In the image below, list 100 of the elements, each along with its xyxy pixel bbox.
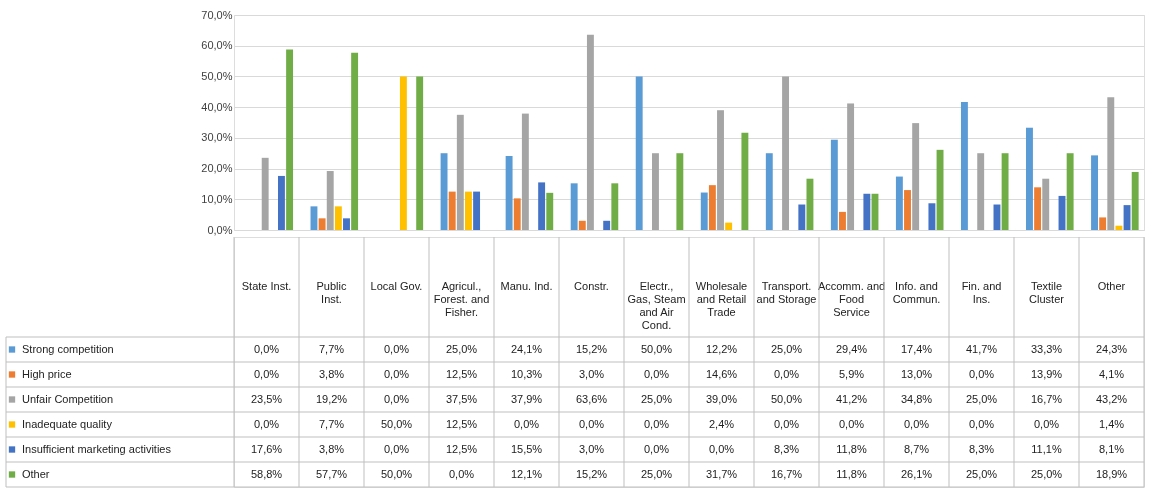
data-label: 8,3% xyxy=(773,442,800,455)
legend-label: Unfair Competition xyxy=(22,392,114,405)
data-label: 17,6% xyxy=(250,442,283,455)
bar xyxy=(416,76,424,230)
x-tick-label: Constr. xyxy=(574,280,609,292)
bar xyxy=(546,192,554,230)
data-label: 15,2% xyxy=(575,467,608,480)
data-label: 0,0% xyxy=(383,392,410,405)
bar xyxy=(904,190,911,230)
bar xyxy=(399,76,407,230)
bar xyxy=(741,132,749,230)
data-label: 0,0% xyxy=(1033,417,1060,430)
bar xyxy=(847,103,855,230)
bar xyxy=(261,157,269,230)
data-label: 3,8% xyxy=(318,442,345,455)
data-label: 50,0% xyxy=(770,392,803,405)
bar xyxy=(1091,155,1098,230)
data-label: 11,8% xyxy=(836,442,867,455)
bar xyxy=(1066,153,1074,230)
x-tick-label: Transport. and Storage xyxy=(756,280,817,305)
bar xyxy=(343,218,350,230)
bar xyxy=(611,183,619,230)
data-label: 25,0% xyxy=(640,467,673,480)
data-label: 3,8% xyxy=(318,367,345,380)
data-label: 50,0% xyxy=(380,417,413,430)
bar xyxy=(570,183,578,230)
bar xyxy=(440,153,448,230)
bar xyxy=(1115,225,1123,230)
data-label: 15,5% xyxy=(510,442,543,455)
data-label: 24,1% xyxy=(510,342,543,355)
data-label: 24,3% xyxy=(1095,342,1128,355)
bar xyxy=(717,110,724,230)
data-label: 50,0% xyxy=(380,467,413,480)
x-tick-label: State Inst. xyxy=(241,280,292,292)
bar xyxy=(513,198,521,230)
bar xyxy=(676,153,684,230)
data-label: 33,3% xyxy=(1030,342,1063,355)
data-label: 25,0% xyxy=(1030,467,1063,480)
data-label: 0,0% xyxy=(773,417,800,430)
data-label: 0,0% xyxy=(968,417,995,430)
data-label: 12,5% xyxy=(445,417,478,430)
data-label: 39,0% xyxy=(705,392,738,405)
bar xyxy=(993,204,1001,230)
data-label: 11,8% xyxy=(836,467,867,480)
data-label: 0,0% xyxy=(383,367,410,380)
data-label: 0,0% xyxy=(643,417,670,430)
data-label: 0,0% xyxy=(838,417,865,430)
data-label: 13,0% xyxy=(900,367,933,380)
data-label: 7,7% xyxy=(318,417,345,430)
x-tick-label: Other xyxy=(1097,280,1126,292)
bar xyxy=(928,203,936,230)
bar xyxy=(456,114,464,230)
bar xyxy=(700,192,708,230)
bar xyxy=(351,52,359,230)
data-label: 8,1% xyxy=(1098,442,1125,455)
bar xyxy=(830,139,838,230)
data-label: 12,5% xyxy=(445,367,478,380)
data-label: 26,1% xyxy=(900,467,933,480)
bar xyxy=(448,191,456,230)
data-label: 8,3% xyxy=(968,442,995,455)
bar xyxy=(538,182,546,230)
x-tick-label: Local Gov. xyxy=(370,280,423,292)
data-label: 31,7% xyxy=(705,467,738,480)
data-label: 2,4% xyxy=(708,417,735,430)
bar xyxy=(1001,153,1009,230)
bar xyxy=(977,153,985,230)
bar xyxy=(578,220,586,230)
data-label: 1,4% xyxy=(1098,417,1125,430)
bar xyxy=(806,178,814,230)
x-tick-label: Info. and Commun. xyxy=(892,280,941,305)
y-tick-label: 70,0% xyxy=(201,8,233,21)
bar xyxy=(960,101,968,230)
y-tick-label: 60,0% xyxy=(201,39,233,52)
bar xyxy=(318,218,326,230)
data-label: 0,0% xyxy=(513,417,540,430)
y-tick-label: 50,0% xyxy=(201,69,233,82)
data-label: 25,0% xyxy=(640,392,673,405)
data-label: 16,7% xyxy=(1030,392,1063,405)
bar xyxy=(708,185,716,230)
bar xyxy=(798,204,806,230)
bar xyxy=(1131,171,1139,230)
data-label: 0,0% xyxy=(643,442,670,455)
y-tick-label: 0,0% xyxy=(207,223,233,236)
y-tick-label: 40,0% xyxy=(201,100,233,113)
bar xyxy=(586,34,594,230)
bar xyxy=(1123,205,1131,230)
bar xyxy=(652,153,659,230)
bar xyxy=(473,191,481,230)
bar xyxy=(465,191,472,230)
bar xyxy=(895,176,903,230)
bar xyxy=(1026,127,1033,230)
data-label: 58,8% xyxy=(250,467,283,480)
data-label: 12,5% xyxy=(445,442,478,455)
data-label: 10,3% xyxy=(510,367,543,380)
data-label: 17,4% xyxy=(900,342,933,355)
x-tick-label: Electr., Gas, Steam and Air Cond. xyxy=(627,280,686,331)
data-label: 0,0% xyxy=(708,442,735,455)
data-label: 0,0% xyxy=(383,442,410,455)
data-label: 0,0% xyxy=(773,367,800,380)
data-label: 34,8% xyxy=(900,392,933,405)
